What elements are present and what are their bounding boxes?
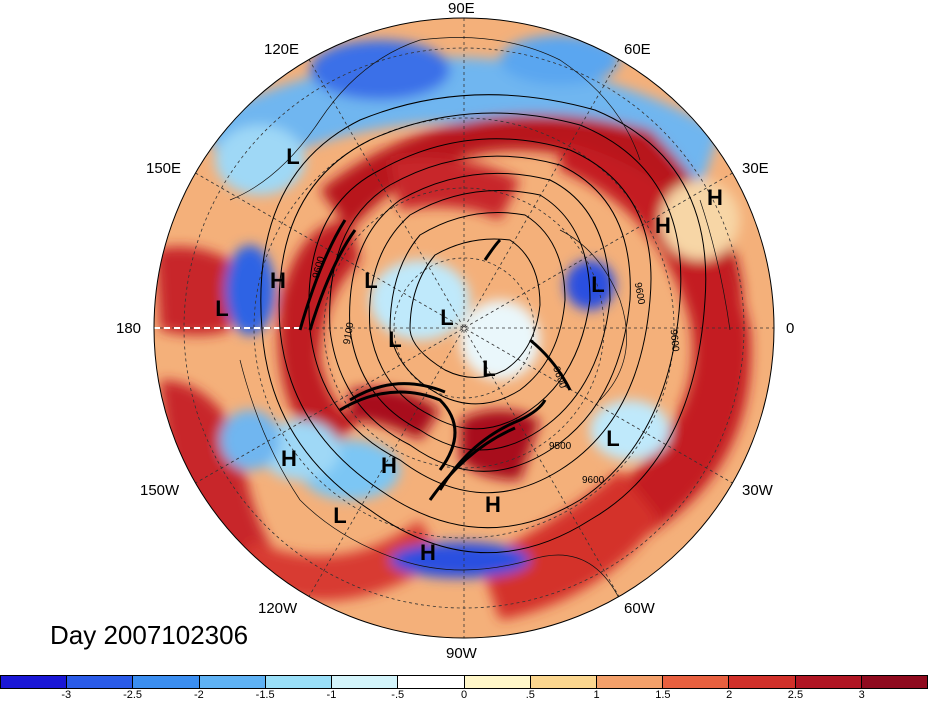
center-marker: H bbox=[381, 453, 397, 478]
label-30e: 30E bbox=[742, 160, 769, 177]
colorbar-swatch bbox=[663, 676, 730, 688]
colorbar-swatch bbox=[332, 676, 399, 688]
center-marker: H bbox=[485, 492, 501, 517]
colorbar-swatch bbox=[133, 676, 200, 688]
center-marker: L bbox=[606, 426, 620, 451]
colorbar-tick-label: 1 bbox=[593, 689, 600, 701]
center-marker: L bbox=[482, 356, 496, 381]
colorbar-tick-label: 1.5 bbox=[655, 689, 671, 701]
colorbar-swatch bbox=[265, 676, 333, 688]
center-marker: H bbox=[281, 446, 297, 471]
label-60w: 60W bbox=[624, 600, 655, 617]
colorbar-swatch bbox=[530, 676, 597, 688]
label-180: 180 bbox=[116, 320, 142, 337]
colorbar-swatch bbox=[199, 676, 266, 688]
colorbar-tick-label: -.5 bbox=[391, 689, 405, 701]
center-marker: L bbox=[215, 296, 229, 321]
colorbar-tick-label: -3 bbox=[61, 689, 72, 701]
colorbar-tick-label: -1 bbox=[326, 689, 337, 701]
colorbar-swatch bbox=[729, 676, 796, 688]
colorbar-swatch bbox=[596, 676, 664, 688]
coastlines bbox=[229, 37, 731, 601]
colorbar-tick-label: .5 bbox=[525, 689, 535, 701]
center-marker: H bbox=[420, 540, 436, 565]
center-marker: L bbox=[333, 503, 347, 528]
colorbar-swatch bbox=[1, 676, 68, 688]
day-title: Day 2007102306 bbox=[50, 620, 249, 650]
center-marker: L bbox=[440, 305, 454, 330]
center-marker: H bbox=[707, 185, 723, 210]
label-150e: 150E bbox=[146, 160, 182, 177]
colorbar-swatch bbox=[398, 676, 465, 688]
colorbar-swatch bbox=[464, 676, 531, 688]
label-30w: 30W bbox=[742, 482, 773, 499]
center-marker: L bbox=[388, 327, 402, 352]
colorbar-tick-label: 3 bbox=[858, 689, 865, 701]
colorbar bbox=[0, 675, 928, 689]
colorbar-tick-label: -1.5 bbox=[255, 689, 275, 701]
label-150w: 150W bbox=[140, 482, 180, 499]
label-90e: 90E bbox=[448, 0, 475, 17]
label-90w: 90W bbox=[446, 645, 477, 662]
colorbar-tick-label: -2 bbox=[193, 689, 204, 701]
colorbar-tick-label: -2.5 bbox=[123, 689, 143, 701]
contour-label: 9500 bbox=[549, 441, 572, 452]
label-120w: 120W bbox=[258, 600, 298, 617]
center-marker: H bbox=[270, 268, 286, 293]
label-60e: 60E bbox=[624, 41, 651, 58]
colorbar-swatch bbox=[67, 676, 134, 688]
colorbar-tick-label: 0 bbox=[460, 689, 468, 701]
contour-label: 9600 bbox=[582, 475, 605, 486]
center-marker: L bbox=[591, 272, 605, 297]
colorbar-tick-label: 2.5 bbox=[787, 689, 804, 701]
label-120e: 120E bbox=[264, 41, 300, 58]
colorbar-tick-label: 2 bbox=[726, 689, 733, 701]
colorbar-swatch bbox=[861, 676, 928, 688]
center-marker: L bbox=[364, 268, 378, 293]
colorbar-swatch bbox=[795, 676, 862, 688]
height-contours bbox=[260, 94, 707, 554]
contour-label: 9600 bbox=[667, 328, 681, 353]
center-marker: H bbox=[655, 213, 671, 238]
center-marker: L bbox=[286, 144, 300, 169]
label-0: 0 bbox=[786, 320, 795, 337]
